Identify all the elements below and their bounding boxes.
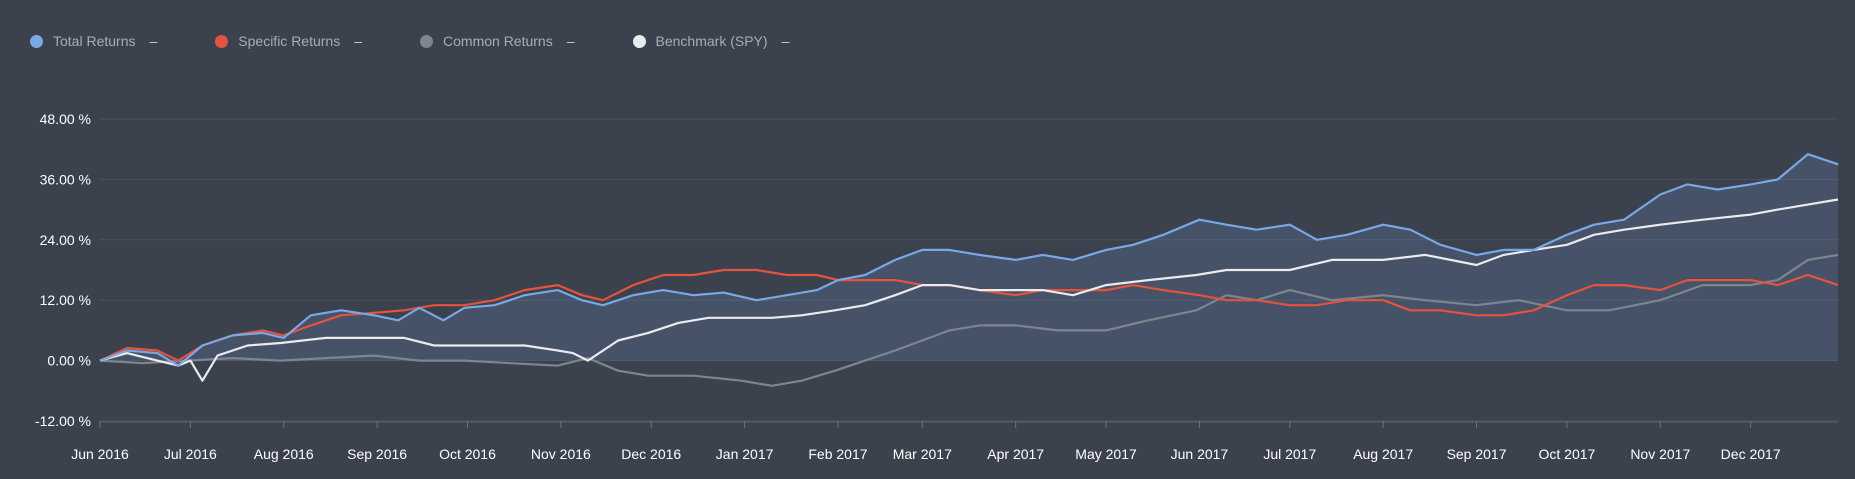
x-tick-label: Nov 2017 (1630, 446, 1690, 462)
legend-dot-total-returns-icon (30, 34, 43, 48)
chart-series-lines (99, 153, 1839, 387)
y-tick-label: -12.00 % (35, 413, 91, 429)
legend-value-common-returns: – (566, 33, 575, 49)
legend-value-total-returns: – (149, 33, 158, 49)
chart-grid (100, 118, 1838, 422)
legend-dot-benchmark-spy-icon (632, 34, 646, 48)
x-axis: Jun 2016 Jul 2016 Aug 2016 Sep 2016 Oct 2016… (71, 421, 1838, 462)
y-tick-label: 0.00 % (47, 353, 91, 369)
legend-item-specific-returns[interactable]: Specific Returns – (215, 33, 362, 49)
series-line-total-returns[interactable] (99, 153, 1839, 367)
x-tick-label: Nov 2016 (531, 446, 591, 462)
x-tick-label: Dec 2016 (621, 446, 681, 462)
legend-item-common-returns[interactable]: Common Returns – (420, 33, 575, 49)
x-tick-label: Jun 2017 (1171, 446, 1229, 462)
x-tick-label: May 2017 (1075, 446, 1137, 462)
x-tick-label: Aug 2017 (1353, 446, 1413, 462)
legend-value-benchmark-spy: – (781, 33, 790, 49)
legend-label-benchmark-spy: Benchmark (SPY) (655, 33, 768, 49)
series-line-common-returns[interactable] (99, 253, 1839, 387)
y-tick-label: 36.00 % (40, 171, 91, 187)
x-tick-label: Aug 2016 (254, 446, 314, 462)
chart-area-fill (100, 154, 1838, 366)
x-tick-label: Jul 2017 (1263, 446, 1316, 462)
legend-label-common-returns: Common Returns (443, 33, 553, 49)
x-tick-label: Jun 2016 (71, 446, 129, 462)
legend-dot-common-returns-icon (420, 34, 434, 48)
x-tick-label: Sep 2016 (347, 446, 407, 462)
legend-value-specific-returns: – (354, 33, 363, 49)
legend-label-specific-returns: Specific Returns (238, 33, 341, 49)
y-tick-label: 24.00 % (40, 232, 91, 248)
x-tick-label: Dec 2017 (1721, 446, 1781, 462)
x-tick-label: Jul 2016 (164, 446, 217, 462)
x-tick-label: Oct 2016 (439, 446, 496, 462)
legend-label-total-returns: Total Returns (53, 33, 136, 49)
legend-item-total-returns[interactable]: Total Returns – (30, 33, 157, 49)
y-tick-label: 12.00 % (40, 292, 91, 308)
x-tick-label: Jan 2017 (716, 446, 774, 462)
legend-dot-specific-returns-icon (215, 34, 229, 48)
x-tick-label: Feb 2017 (808, 446, 867, 462)
x-tick-label: Oct 2017 (1538, 446, 1595, 462)
x-tick-label: Apr 2017 (987, 446, 1044, 462)
legend-item-benchmark-spy[interactable]: Benchmark (SPY) – (632, 33, 790, 49)
chart-legend: Total Returns – Specific Returns – Commo… (30, 32, 847, 50)
total-returns-area (100, 154, 1838, 366)
x-tick-label: Mar 2017 (893, 446, 952, 462)
y-tick-label: 48.00 % (40, 111, 91, 127)
y-axis: 48.00 % 36.00 % 24.00 % 12.00 % 0.00 % -12.00… (35, 111, 91, 429)
x-tick-label: Sep 2017 (1447, 446, 1507, 462)
